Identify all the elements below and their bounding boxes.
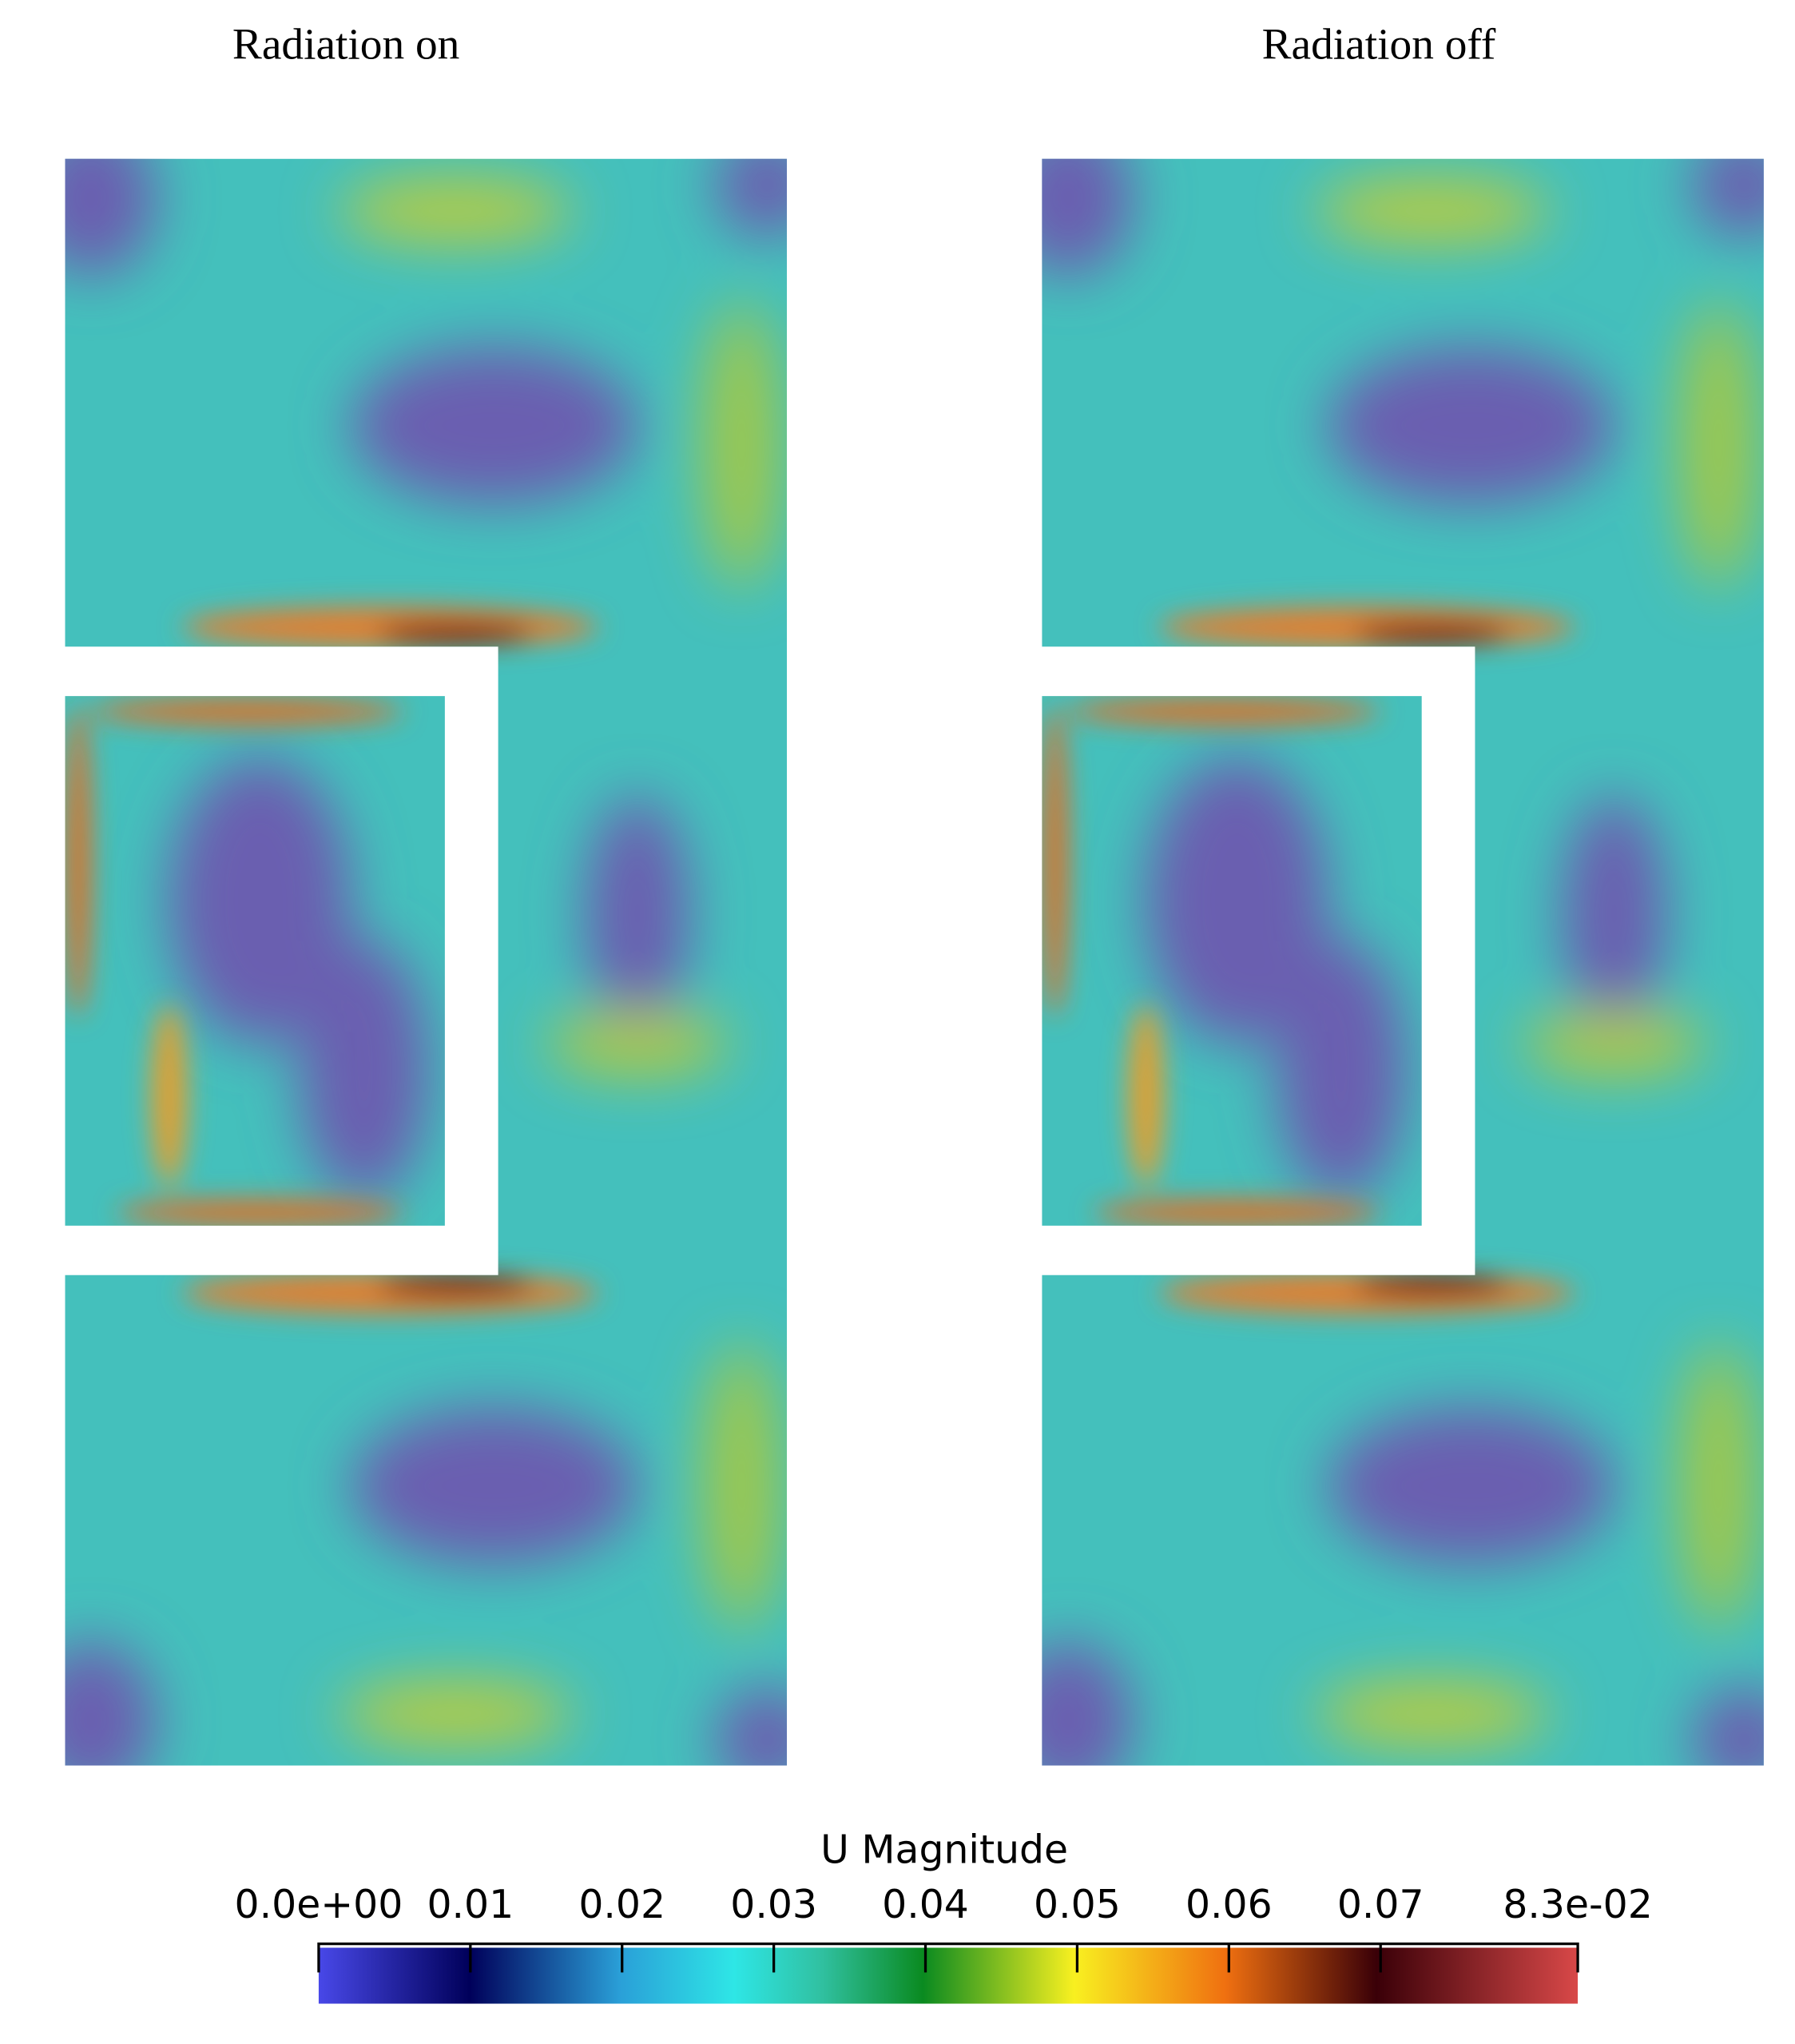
tick-label: 0.04 (882, 1882, 969, 1927)
tick-label: 0.01 (427, 1882, 514, 1927)
colorbar (318, 1947, 1579, 2004)
tick-label: 8.3e-02 (1503, 1882, 1652, 1927)
tick-label: 0.02 (578, 1882, 665, 1927)
colorbar-title: U Magnitude (820, 1827, 1068, 1873)
tick-label: 0.0e+00 (235, 1882, 403, 1927)
panel-title: Radiation on (232, 19, 459, 68)
flow-field (1003, 120, 1795, 1798)
tick-label: 0.05 (1034, 1882, 1121, 1927)
flow-field (26, 120, 820, 1798)
tick-label: 0.07 (1337, 1882, 1424, 1927)
tick-label: 0.06 (1185, 1882, 1273, 1927)
panel-title: Radiation off (1262, 19, 1496, 68)
tick-label: 0.03 (730, 1882, 817, 1927)
